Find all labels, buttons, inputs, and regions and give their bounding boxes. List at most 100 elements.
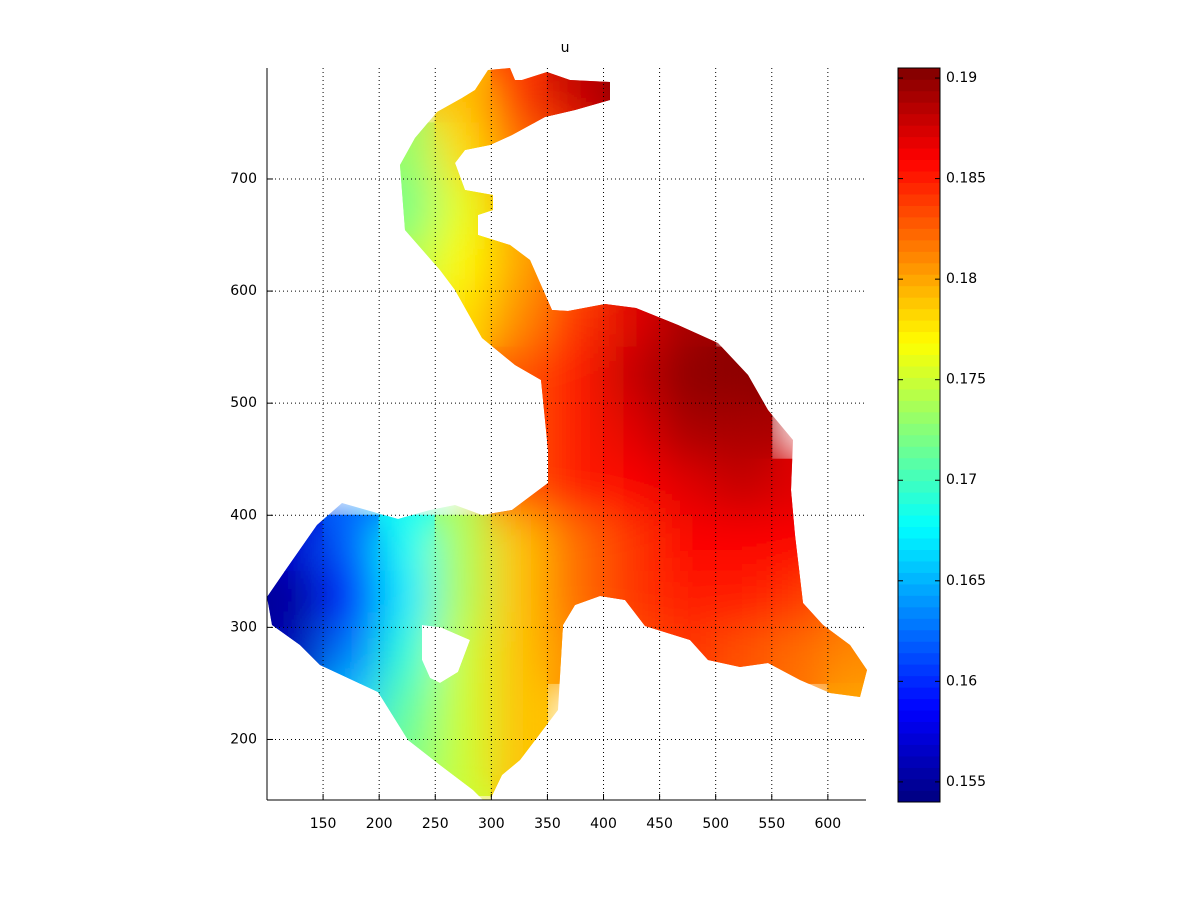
x-tick-label: 150 xyxy=(310,816,337,832)
field-cell-smooth xyxy=(546,570,605,628)
colorbar-segment xyxy=(898,664,940,677)
field-cell-smooth xyxy=(659,458,717,516)
colorbar-segment xyxy=(898,434,940,447)
field-cell-smooth xyxy=(827,626,867,684)
colorbar-segment xyxy=(898,526,940,539)
colorbar-segment xyxy=(898,732,940,745)
colorbar-segment xyxy=(898,90,940,103)
field-cell-smooth xyxy=(378,626,436,684)
colorbar-segment xyxy=(898,549,940,562)
field-cell-smooth xyxy=(490,122,548,180)
field-cell xyxy=(546,234,605,292)
colorbar-tick-label: 0.185 xyxy=(946,171,986,187)
field-cell xyxy=(322,682,380,740)
colorbar-segment xyxy=(898,721,940,734)
colorbar-segment xyxy=(898,572,940,585)
colorbar-segment xyxy=(898,125,940,138)
colorbar-segment xyxy=(898,457,940,470)
field-cell-smooth xyxy=(715,346,773,404)
colorbar: 0.155 0.16 0.165 0.17 0.175 0.18 0.185 0.19 xyxy=(897,67,986,803)
field-cell-smooth xyxy=(771,514,829,572)
field-cell-smooth xyxy=(827,570,867,628)
field-cell-smooth xyxy=(546,290,605,348)
colorbar-segment xyxy=(898,67,940,80)
field-cell-smooth xyxy=(490,178,548,236)
field-cell-smooth xyxy=(490,570,548,628)
colorbar-segment xyxy=(898,251,940,264)
field-cell-smooth xyxy=(659,346,717,404)
colorbar-segment xyxy=(898,400,940,413)
colorbar-segment xyxy=(898,618,940,631)
field-cell-smooth xyxy=(434,290,492,348)
colorbar-tick-label: 0.17 xyxy=(946,472,977,488)
colorbar-segment xyxy=(898,652,940,665)
colorbar-segment xyxy=(898,767,940,780)
colorbar-segment xyxy=(898,320,940,333)
colorbar-segment xyxy=(898,342,940,356)
colorbar-segment xyxy=(898,308,940,321)
field-cell-smooth xyxy=(603,458,661,516)
field-cell-smooth xyxy=(603,626,661,684)
x-tick-label: 400 xyxy=(590,816,617,832)
field-cell-smooth xyxy=(490,290,548,348)
field-cell xyxy=(603,68,661,124)
field-cell-smooth xyxy=(715,570,773,628)
colorbar-segment xyxy=(898,744,940,757)
colorbar-segment xyxy=(898,778,940,791)
field-cell-smooth xyxy=(546,346,605,404)
field-cell-smooth xyxy=(378,234,436,292)
field-cell-smooth xyxy=(546,122,605,180)
field-cell-smooth xyxy=(546,402,605,460)
field-cell-smooth xyxy=(322,626,380,684)
x-tick-label: 350 xyxy=(534,816,561,832)
x-tick-label: 600 xyxy=(814,816,841,832)
x-tick-label: 250 xyxy=(422,816,449,832)
colorbar-segment xyxy=(898,423,940,436)
field-cell-smooth xyxy=(546,458,605,516)
field-cell-smooth xyxy=(490,738,548,797)
field-cell-smooth xyxy=(659,514,717,572)
field-cell-smooth xyxy=(434,514,492,572)
colorbar-segment xyxy=(898,411,940,424)
colorbar-segment xyxy=(898,446,940,459)
field-cell-smooth xyxy=(267,570,324,628)
colorbar-segment xyxy=(898,297,940,310)
field-cell-smooth xyxy=(378,682,436,740)
field-cell-smooth xyxy=(490,682,548,740)
colorbar-segment xyxy=(898,79,940,92)
colorbar-segment xyxy=(898,755,940,768)
field-cell-smooth xyxy=(434,122,492,180)
y-tick-label: 700 xyxy=(230,171,257,187)
field-cell xyxy=(546,122,605,180)
field-cell-smooth xyxy=(378,570,436,628)
colorbar-segment xyxy=(898,492,940,505)
colorbar-segment xyxy=(898,262,940,275)
field-cell-smooth xyxy=(378,514,436,572)
colorbar-segment xyxy=(898,480,940,493)
field-cell-smooth xyxy=(659,402,717,460)
colorbar-tick-label: 0.155 xyxy=(946,774,986,790)
colorbar-segment xyxy=(898,170,940,183)
colorbar-segment xyxy=(898,216,940,229)
colorbar-segment xyxy=(898,709,940,723)
field-cell-smooth xyxy=(378,178,436,236)
colorbar-segment xyxy=(898,102,940,115)
colorbar-segment xyxy=(898,560,940,573)
colorbar-segment xyxy=(898,239,940,252)
field-smooth xyxy=(267,68,867,797)
field-cell-smooth xyxy=(603,570,661,628)
y-tick-label: 500 xyxy=(230,395,257,411)
field-cell-smooth xyxy=(546,514,605,572)
axes: 150 200 250 300 350 400 450 500 550 600 200 300 400 5… xyxy=(230,68,866,832)
colorbar-segment xyxy=(898,514,940,528)
colorbar-segment xyxy=(898,537,940,550)
field-cell-smooth xyxy=(490,68,548,124)
colorbar-tick-label: 0.18 xyxy=(946,271,977,287)
field-cell-smooth xyxy=(490,346,548,404)
field-cell-smooth xyxy=(322,682,380,740)
colorbar-tick-label: 0.165 xyxy=(946,573,986,589)
field-cell-smooth xyxy=(603,346,661,404)
field-cell-smooth xyxy=(434,682,492,740)
colorbar-segment xyxy=(898,377,940,390)
field-cell xyxy=(603,626,661,684)
